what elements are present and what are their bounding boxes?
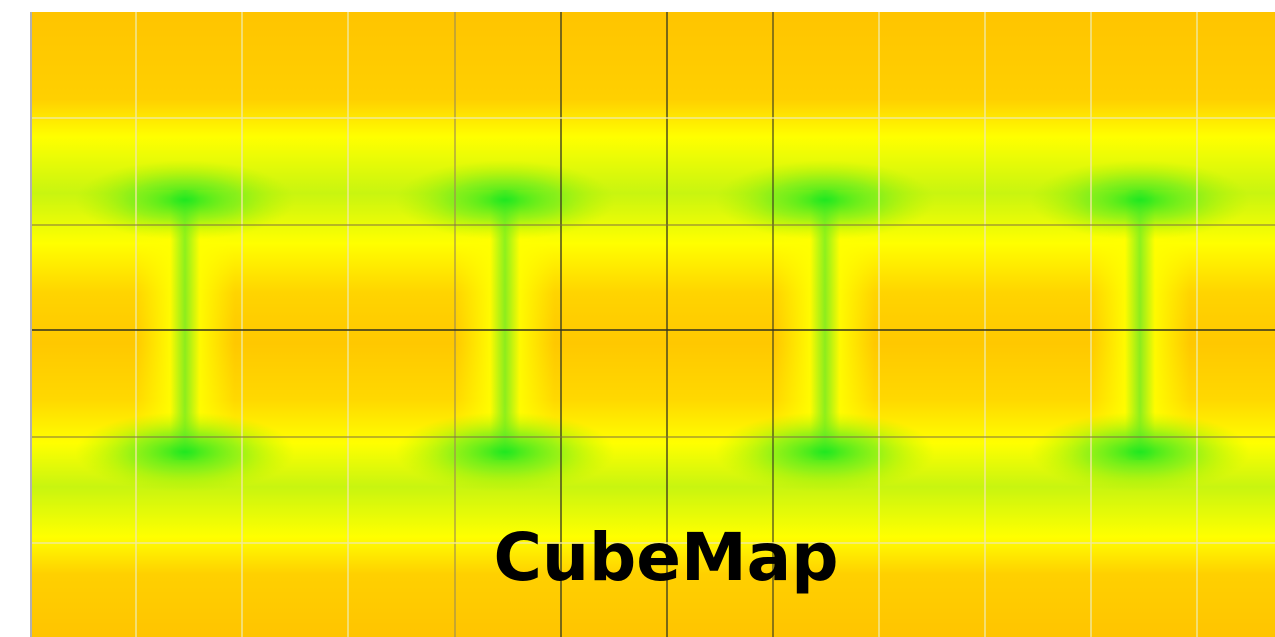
texture <box>30 12 1275 637</box>
caption: CubeMap <box>494 519 839 596</box>
gradient-field <box>30 12 1275 637</box>
grid <box>30 12 1275 637</box>
